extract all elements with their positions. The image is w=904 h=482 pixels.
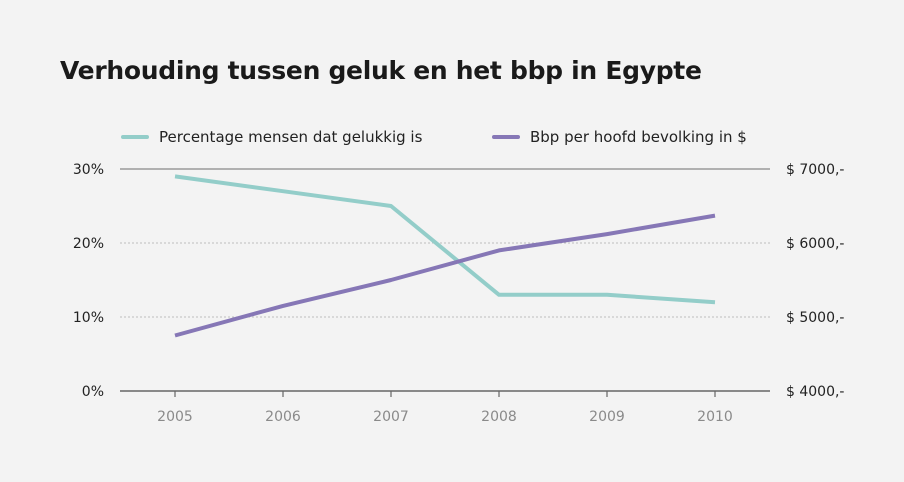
y-left-tick-label: 20% <box>73 236 104 252</box>
legend-swatch-gdp <box>492 135 520 139</box>
chart-title: Verhouding tussen geluk en het bbp in Eg… <box>60 56 702 85</box>
legend-swatch-happiness <box>121 135 149 139</box>
legend-item-gdp: Bbp per hoofd bevolking in $ <box>492 127 747 147</box>
x-tick-label: 2010 <box>697 409 733 425</box>
series-line-happiness <box>174 174 716 305</box>
y-left-tick-label: 0% <box>82 384 104 400</box>
y-left-tick-label: 10% <box>73 310 104 326</box>
x-tick-label: 2005 <box>157 409 193 425</box>
y-right-tick-label: $ 4000,- <box>786 384 845 400</box>
x-tick-label: 2008 <box>481 409 517 425</box>
x-tick-label: 2007 <box>373 409 409 425</box>
x-tick-label: 2009 <box>589 409 625 425</box>
x-tick-label: 2006 <box>265 409 301 425</box>
y-right-tick-label: $ 5000,- <box>786 310 845 326</box>
y-left-tick-label: 30% <box>73 162 104 178</box>
y-right-tick-label: $ 6000,- <box>786 236 845 252</box>
legend-label-happiness: Percentage mensen dat gelukkig is <box>159 128 423 146</box>
legend-item-happiness: Percentage mensen dat gelukkig is <box>121 127 422 147</box>
y-right-tick-label: $ 7000,- <box>786 162 845 178</box>
series-line-gdp <box>174 213 716 338</box>
legend-label-gdp: Bbp per hoofd bevolking in $ <box>530 128 747 146</box>
